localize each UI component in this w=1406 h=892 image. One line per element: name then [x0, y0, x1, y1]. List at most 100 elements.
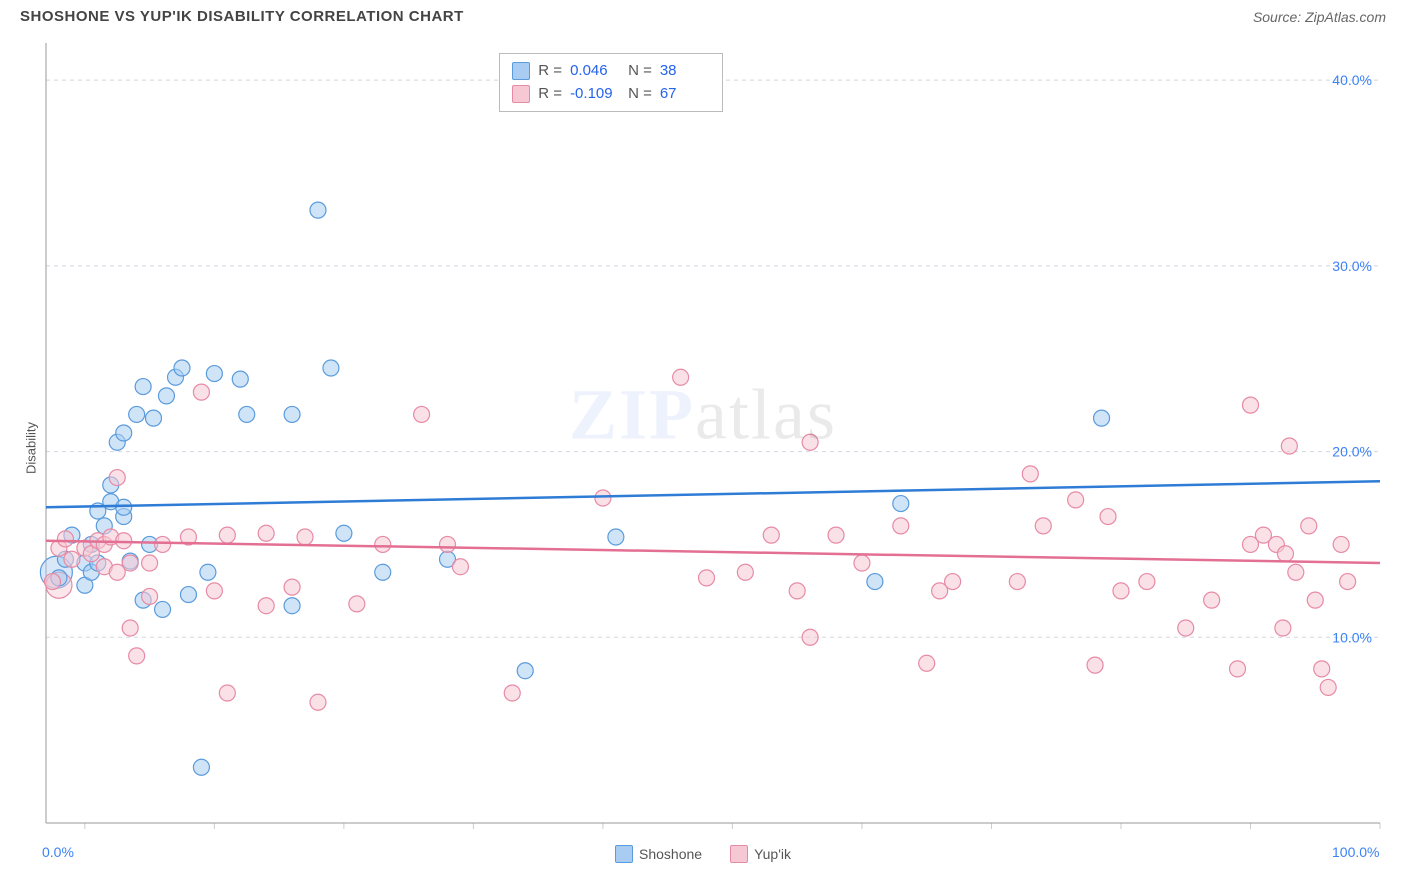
scatter-point: [375, 564, 391, 580]
scatter-point: [763, 527, 779, 543]
scatter-point: [284, 598, 300, 614]
scatter-point: [802, 629, 818, 645]
legend-swatch: [730, 845, 748, 863]
scatter-point: [122, 555, 138, 571]
scatter-point: [1113, 583, 1129, 599]
scatter-point: [375, 536, 391, 552]
scatter-point: [1242, 397, 1258, 413]
chart-area: Disability ZIPatlas 10.0%20.0%30.0%40.0%…: [0, 33, 1406, 863]
scatter-point: [608, 529, 624, 545]
scatter-point: [232, 371, 248, 387]
scatter-point: [206, 366, 222, 382]
scatter-point: [155, 536, 171, 552]
scatter-point: [349, 596, 365, 612]
scatter-point: [323, 360, 339, 376]
scatter-point: [854, 555, 870, 571]
scatter-point: [867, 574, 883, 590]
scatter-point: [64, 551, 80, 567]
legend-bottom: Shoshone Yup'ik: [615, 845, 791, 863]
scatter-point: [802, 434, 818, 450]
scatter-point: [193, 384, 209, 400]
y-axis-label: Disability: [24, 422, 39, 474]
legend-label: Shoshone: [639, 846, 702, 862]
scatter-point: [673, 369, 689, 385]
scatter-point: [504, 685, 520, 701]
scatter-point: [1087, 657, 1103, 673]
stat-key-n: N =: [628, 83, 652, 106]
scatter-point: [1288, 564, 1304, 580]
scatter-point: [1094, 410, 1110, 426]
scatter-point: [1204, 592, 1220, 608]
scatter-point: [1314, 661, 1330, 677]
scatter-point: [219, 527, 235, 543]
legend-item: Shoshone: [615, 845, 702, 863]
stat-key-n: N =: [628, 60, 652, 83]
scatter-point: [310, 694, 326, 710]
scatter-point: [200, 564, 216, 580]
scatter-point: [142, 555, 158, 571]
legend-label: Yup'ik: [754, 846, 791, 862]
x-axis-max-label: 100.0%: [1332, 844, 1379, 860]
stat-key-r: R =: [538, 83, 562, 106]
scatter-point: [1035, 518, 1051, 534]
scatter-point: [310, 202, 326, 218]
stat-val-n: 38: [660, 60, 710, 83]
scatter-point: [1307, 592, 1323, 608]
scatter-point: [174, 360, 190, 376]
scatter-point: [595, 490, 611, 506]
scatter-point: [919, 655, 935, 671]
scatter-point: [129, 406, 145, 422]
scatter-point: [284, 406, 300, 422]
scatter-point: [414, 406, 430, 422]
scatter-point: [180, 587, 196, 603]
scatter-point: [893, 518, 909, 534]
scatter-point: [122, 620, 138, 636]
legend-swatch: [512, 62, 530, 80]
scatter-point: [439, 536, 455, 552]
y-tick-label: 20.0%: [1332, 444, 1372, 460]
scatter-point: [1281, 438, 1297, 454]
scatter-point: [219, 685, 235, 701]
scatter-point: [1230, 661, 1246, 677]
scatter-point: [1068, 492, 1084, 508]
x-axis-min-label: 0.0%: [42, 844, 74, 860]
y-tick-label: 30.0%: [1332, 258, 1372, 274]
scatter-point: [336, 525, 352, 541]
scatter-point: [109, 470, 125, 486]
y-tick-label: 40.0%: [1332, 72, 1372, 88]
stat-val-n: 67: [660, 83, 710, 106]
stat-val-r: -0.109: [570, 83, 620, 106]
scatter-point: [284, 579, 300, 595]
stat-val-r: 0.046: [570, 60, 620, 83]
trend-line: [46, 481, 1380, 507]
scatter-point: [1301, 518, 1317, 534]
scatter-point: [699, 570, 715, 586]
scatter-chart-svg: 10.0% 20.0% 30.0% 40.0%: [0, 33, 1406, 863]
scatter-point: [116, 425, 132, 441]
scatter-point: [1009, 574, 1025, 590]
scatter-point: [129, 648, 145, 664]
stats-legend-box: R = 0.046 N = 38 R = -0.109 N = 67: [499, 53, 723, 112]
scatter-point: [789, 583, 805, 599]
scatter-point: [1022, 466, 1038, 482]
scatter-point: [737, 564, 753, 580]
stat-key-r: R =: [538, 60, 562, 83]
scatter-point: [258, 525, 274, 541]
y-tick-label: 10.0%: [1332, 629, 1372, 645]
trend-line: [46, 541, 1380, 563]
legend-swatch: [512, 85, 530, 103]
scatter-point: [116, 499, 132, 515]
source-label: Source: ZipAtlas.com: [1253, 9, 1386, 25]
scatter-point: [145, 410, 161, 426]
scatter-point: [1178, 620, 1194, 636]
scatter-point: [1139, 574, 1155, 590]
legend-swatch: [615, 845, 633, 863]
scatter-point: [1320, 679, 1336, 695]
scatter-point: [158, 388, 174, 404]
header: SHOSHONE VS YUP'IK DISABILITY CORRELATIO…: [0, 0, 1406, 33]
scatter-point: [297, 529, 313, 545]
scatter-point: [893, 496, 909, 512]
scatter-point: [239, 406, 255, 422]
scatter-point: [452, 559, 468, 575]
scatter-point: [517, 663, 533, 679]
